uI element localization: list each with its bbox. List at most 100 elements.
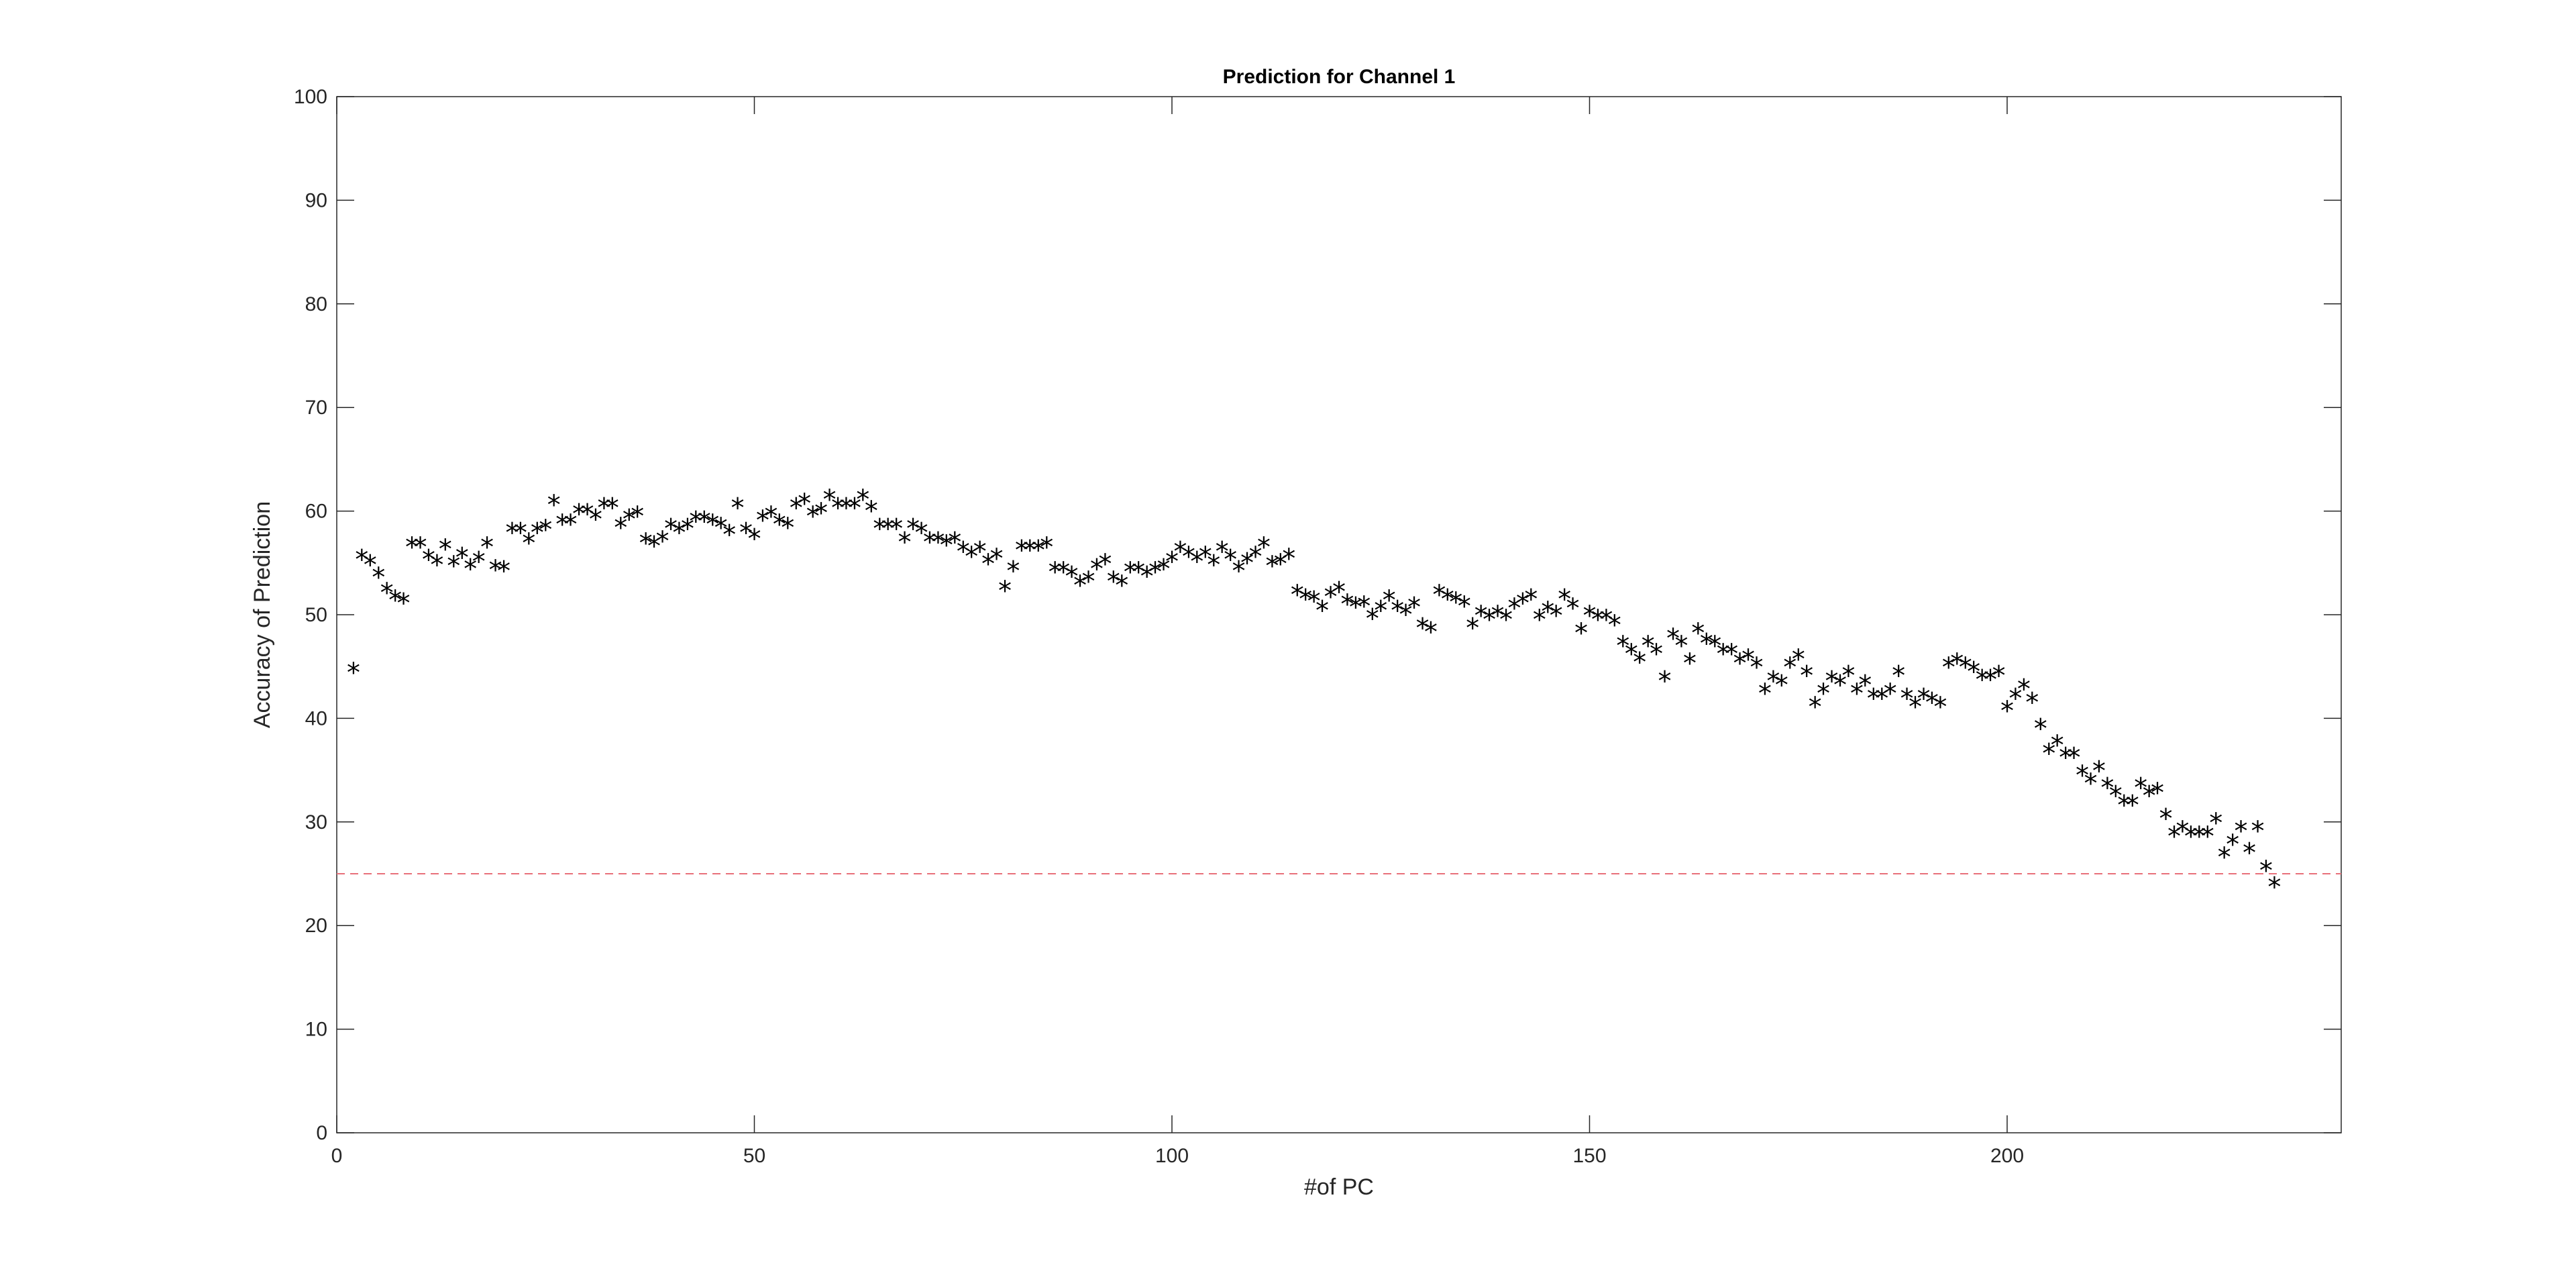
- data-point-marker: *: [1256, 532, 1272, 563]
- data-point-marker: *: [2049, 730, 2065, 761]
- data-point-marker: *: [1297, 584, 1313, 615]
- data-point-marker: *: [379, 578, 395, 609]
- data-point-marker: *: [2208, 808, 2224, 839]
- data-point-marker: *: [621, 504, 637, 535]
- data-point-marker: *: [1899, 684, 1915, 715]
- data-point-marker: *: [1406, 593, 1422, 623]
- data-point-marker: *: [1314, 595, 1330, 626]
- data-point-marker: *: [2024, 688, 2040, 719]
- data-point-marker: *: [1473, 601, 1489, 631]
- data-points: ****************************************…: [345, 485, 2283, 903]
- data-point-marker: *: [2033, 713, 2049, 744]
- data-point-marker: *: [1373, 595, 1389, 626]
- data-point-marker: *: [880, 513, 896, 544]
- data-point-marker: *: [704, 509, 720, 540]
- data-point-marker: *: [2099, 772, 2115, 803]
- data-point-marker: *: [513, 517, 529, 548]
- y-tick-label: 50: [305, 604, 327, 626]
- data-point-marker: *: [1740, 644, 1756, 675]
- data-point-marker: *: [1381, 585, 1397, 616]
- data-point-marker: *: [871, 513, 888, 544]
- data-point-marker: *: [855, 485, 871, 515]
- data-point-marker: *: [1106, 566, 1122, 597]
- data-point-marker: *: [429, 550, 445, 580]
- data-point-marker: *: [554, 509, 570, 540]
- data-point-marker: *: [1815, 678, 1831, 709]
- data-point-marker: *: [713, 513, 729, 544]
- data-point-marker: *: [1915, 684, 1931, 715]
- data-point-marker: *: [1172, 536, 1188, 567]
- data-point-marker: *: [1874, 684, 1890, 715]
- data-point-marker: *: [805, 501, 821, 532]
- data-point-marker: *: [1130, 557, 1146, 588]
- data-point-marker: *: [947, 527, 963, 558]
- data-point-marker: *: [2224, 829, 2241, 860]
- data-point-marker: *: [913, 517, 929, 548]
- data-point-marker: *: [1532, 605, 1548, 636]
- data-point-marker: *: [1431, 580, 1447, 611]
- data-point-marker: *: [1707, 631, 1723, 662]
- data-point-marker: *: [1289, 580, 1305, 611]
- axis-ticks: 0 50 100 150 200 0 10 20 30 40 50 60 70 80 90 100: [294, 86, 2341, 1167]
- data-point-marker: *: [1732, 648, 1748, 679]
- data-point-marker: *: [1389, 595, 1405, 626]
- data-point-marker: *: [1598, 605, 1614, 636]
- data-point-marker: *: [396, 588, 412, 619]
- data-point-marker: *: [1364, 604, 1381, 635]
- data-point-marker: *: [746, 524, 762, 555]
- data-point-marker: *: [1890, 661, 1907, 692]
- data-point-marker: *: [2258, 856, 2274, 886]
- data-point-marker: *: [2183, 821, 2199, 852]
- data-point-marker: *: [596, 493, 612, 523]
- y-axis-label: Accuracy of Prediction: [250, 501, 275, 728]
- data-point-marker: *: [1715, 639, 1731, 670]
- data-point-marker: *: [1264, 551, 1280, 582]
- data-point-marker: *: [2116, 791, 2132, 821]
- data-point-marker: *: [655, 526, 671, 557]
- data-point-marker: *: [354, 545, 370, 576]
- data-point-marker: *: [1047, 557, 1063, 588]
- data-point-marker: *: [2133, 772, 2149, 803]
- data-point-marker: *: [471, 547, 487, 578]
- data-point-marker: *: [1147, 557, 1163, 588]
- data-point-marker: *: [1807, 692, 1823, 723]
- data-point-marker: *: [1548, 601, 1564, 631]
- data-point-marker: *: [1139, 561, 1155, 592]
- data-point-marker: *: [1799, 661, 1815, 692]
- data-point-marker: *: [905, 513, 921, 544]
- data-point-marker: *: [604, 493, 621, 523]
- data-point-marker: *: [980, 549, 996, 580]
- data-point-marker: *: [454, 543, 470, 574]
- data-point-marker: *: [1849, 678, 1865, 709]
- data-point-marker: *: [1398, 599, 1414, 630]
- data-point-marker: *: [2216, 842, 2233, 873]
- data-point-marker: *: [1648, 639, 1664, 670]
- data-point-marker: *: [2091, 756, 2107, 787]
- data-point-marker: *: [1490, 601, 1506, 631]
- y-tick-label: 40: [305, 707, 327, 729]
- data-point-marker: *: [1205, 550, 1222, 580]
- data-point-marker: *: [1114, 570, 1130, 601]
- data-point-marker: *: [2074, 760, 2090, 791]
- data-point-marker: *: [1949, 648, 1965, 679]
- data-point-marker: *: [1273, 549, 1289, 580]
- data-point-marker: *: [1189, 547, 1205, 578]
- data-point-marker: *: [2166, 821, 2182, 852]
- data-point-marker: *: [721, 520, 737, 551]
- data-point-marker: *: [1690, 618, 1706, 649]
- data-point-marker: *: [2249, 816, 2265, 847]
- data-point-marker: *: [1840, 661, 1856, 692]
- data-point-marker: *: [1540, 597, 1556, 627]
- data-point-marker: *: [1506, 593, 1522, 624]
- data-point-marker: *: [1222, 545, 1238, 576]
- data-point-marker: *: [930, 527, 946, 558]
- data-point-marker: *: [1523, 584, 1539, 615]
- x-tick-label: 200: [1990, 1145, 2024, 1167]
- data-point-marker: *: [1097, 549, 1113, 580]
- data-point-marker: *: [989, 544, 1005, 574]
- data-point-marker: *: [1590, 605, 1606, 636]
- data-point-marker: *: [1966, 656, 1982, 687]
- data-point-marker: *: [2057, 743, 2074, 774]
- data-point-marker: *: [370, 562, 386, 593]
